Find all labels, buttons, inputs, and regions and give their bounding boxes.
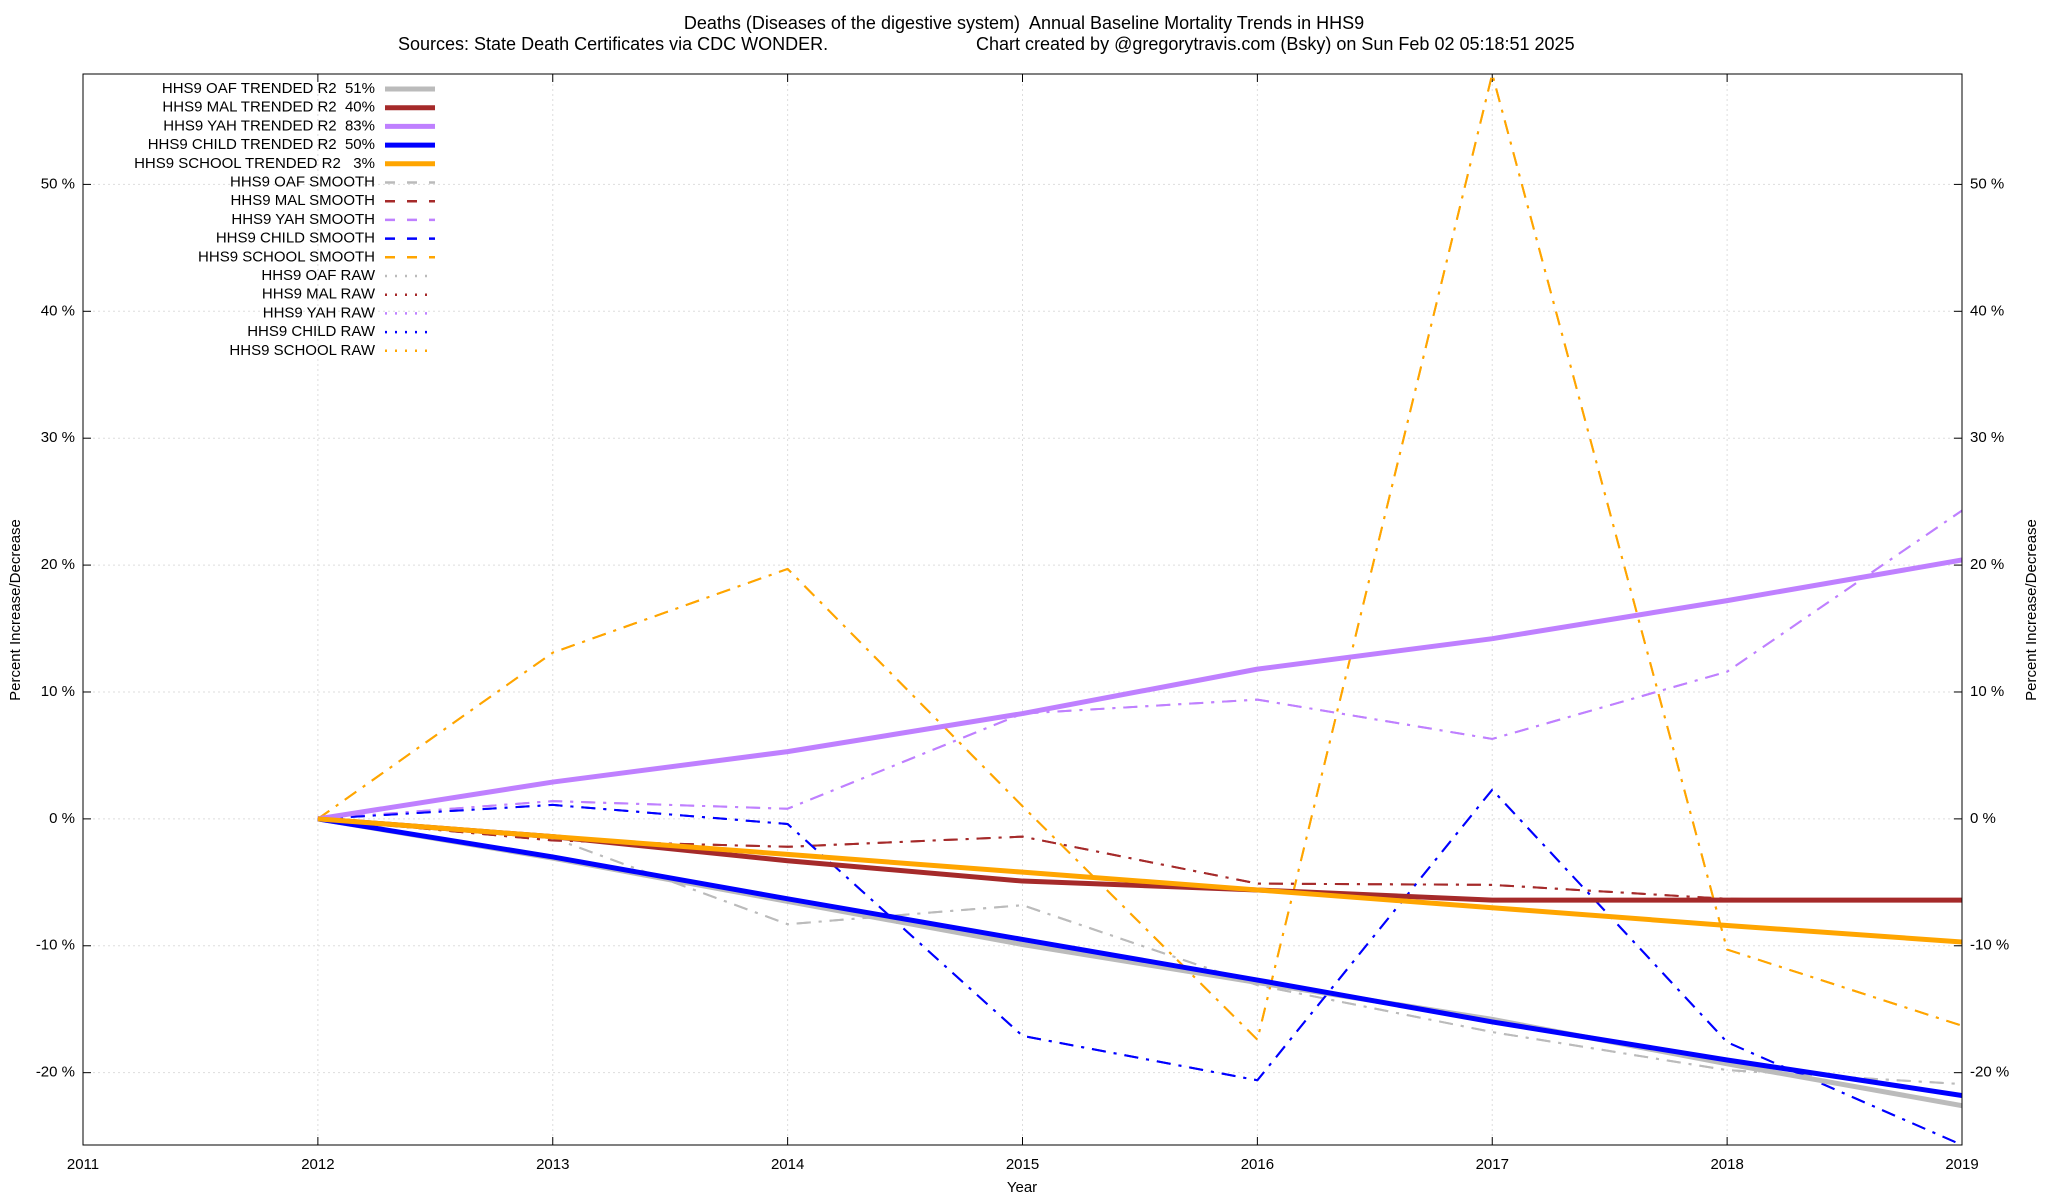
- x-tick-label: 2013: [536, 1156, 569, 1173]
- legend-label: HHS9 CHILD SMOOTH: [216, 230, 375, 247]
- legend-label: HHS9 YAH RAW: [263, 304, 376, 321]
- y-axis-label: Percent Increase/Decrease: [7, 519, 24, 701]
- legend-label: HHS9 MAL SMOOTH: [231, 192, 375, 209]
- legend-label: HHS9 OAF TRENDED R2 51%: [162, 80, 375, 97]
- y-tick-label: 40 %: [41, 302, 75, 319]
- series-line: [317, 788, 1962, 1145]
- legend-label: HHS9 SCHOOL SMOOTH: [198, 248, 375, 265]
- legend-label: HHS9 CHILD TRENDED R2 50%: [148, 136, 375, 153]
- x-tick-label: 2018: [1710, 1156, 1743, 1173]
- y2-tick-label: 50 %: [1970, 175, 2004, 192]
- y2-tick-label: 30 %: [1970, 429, 2004, 446]
- legend-label: HHS9 SCHOOL RAW: [229, 342, 375, 359]
- x-tick-label: 2015: [1006, 1156, 1039, 1173]
- y2-tick-label: 20 %: [1970, 556, 2004, 573]
- legend-label: HHS9 MAL RAW: [262, 286, 376, 303]
- x-tick-label: 2016: [1241, 1156, 1274, 1173]
- legend-label: HHS9 SCHOOL TRENDED R2 3%: [134, 155, 375, 172]
- chart-title: Deaths (Diseases of the digestive system…: [684, 13, 1364, 33]
- x-tick-label: 2012: [301, 1156, 334, 1173]
- y-tick-label: -10 %: [36, 937, 75, 954]
- legend-label: HHS9 OAF SMOOTH: [230, 173, 375, 190]
- series-line: [317, 816, 1962, 945]
- y2-tick-label: -20 %: [1970, 1064, 2009, 1081]
- series-line: [317, 817, 1962, 1086]
- x-tick-label: 2014: [771, 1156, 804, 1173]
- legend-label: HHS9 CHILD RAW: [247, 323, 376, 340]
- y-tick-label: 20 %: [41, 556, 75, 573]
- y2-tick-label: -10 %: [1970, 937, 2009, 954]
- x-axis-label: Year: [1007, 1179, 1037, 1196]
- y-tick-label: 0 %: [49, 810, 75, 827]
- plot-frame: [82, 73, 1963, 1146]
- x-tick-label: 2017: [1476, 1156, 1509, 1173]
- y2-tick-label: 10 %: [1970, 683, 2004, 700]
- x-tick-label: 2019: [1945, 1156, 1978, 1173]
- series-line: [317, 74, 1962, 1041]
- legend-label: HHS9 OAF RAW: [261, 267, 375, 284]
- y-tick-label: -20 %: [36, 1064, 75, 1081]
- y-tick-label: 30 %: [41, 429, 75, 446]
- y2-tick-label: 0 %: [1970, 810, 1996, 827]
- series-line: [317, 509, 1962, 820]
- series-line: [317, 816, 1962, 1098]
- legend-label: HHS9 MAL TRENDED R2 40%: [162, 99, 375, 116]
- y2-axis-label: Percent Increase/Decrease: [2023, 519, 2040, 701]
- legend-label: HHS9 YAH SMOOTH: [231, 211, 375, 228]
- x-tick-label: 2011: [67, 1156, 99, 1173]
- y-tick-label: 50 %: [41, 175, 75, 192]
- chart-credit: Chart created by @gregorytravis.com (Bsk…: [976, 34, 1575, 54]
- y-tick-label: 10 %: [41, 683, 75, 700]
- chart-subtitle: Sources: State Death Certificates via CD…: [398, 34, 828, 54]
- legend-label: HHS9 YAH TRENDED R2 83%: [163, 117, 375, 134]
- series-line: [317, 557, 1962, 822]
- y2-tick-label: 40 %: [1970, 302, 2004, 319]
